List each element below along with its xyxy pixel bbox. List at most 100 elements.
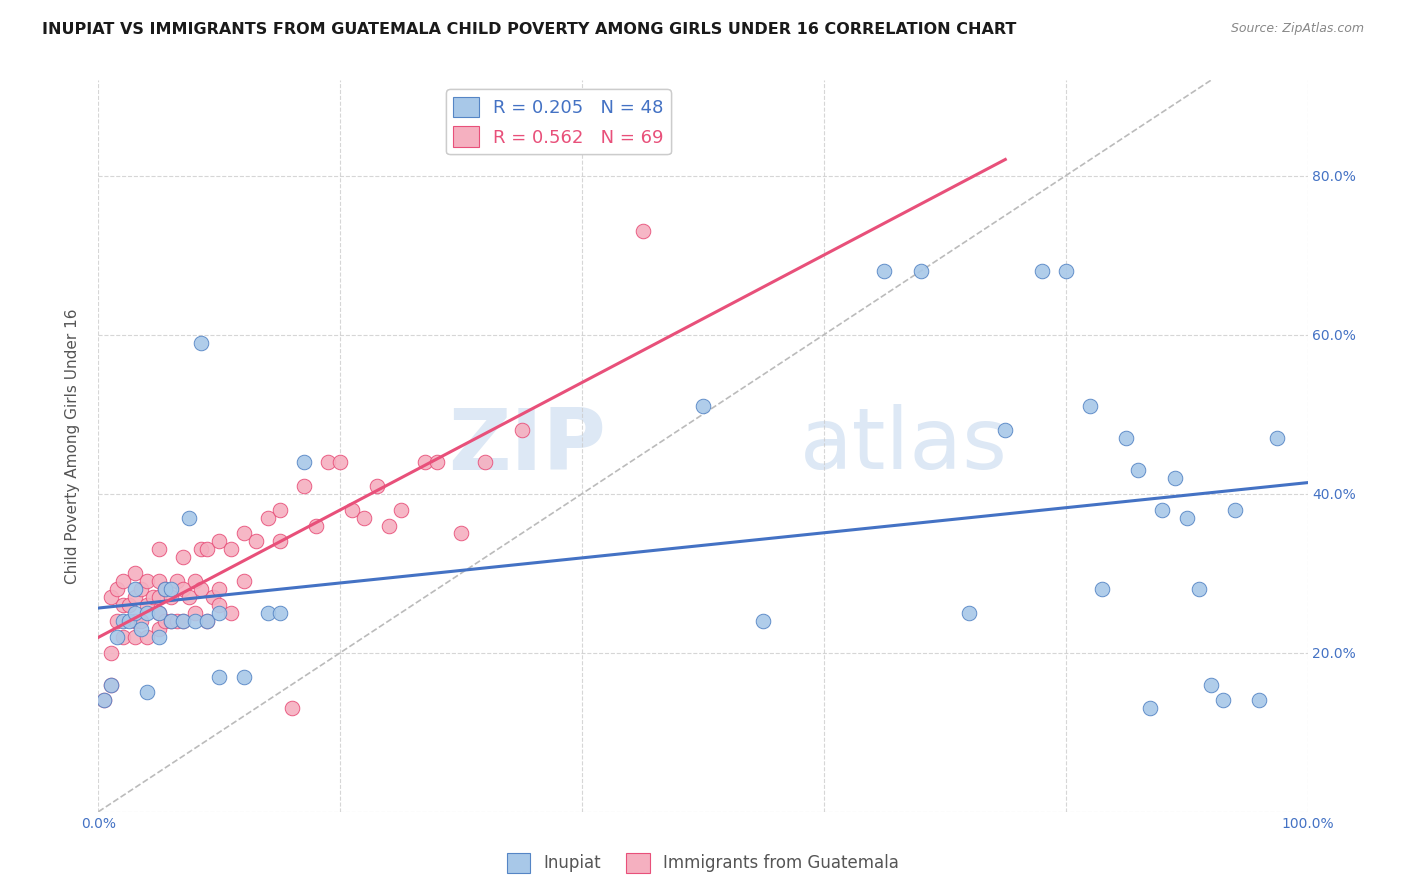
Point <box>148 606 170 620</box>
Point <box>208 606 231 620</box>
Point <box>124 606 146 620</box>
Point <box>129 614 152 628</box>
Point <box>135 685 157 699</box>
Point <box>366 479 388 493</box>
Point <box>190 542 212 557</box>
Point <box>190 582 212 596</box>
Point <box>184 574 207 589</box>
Point <box>873 264 896 278</box>
Point <box>160 582 183 596</box>
Point <box>148 630 170 644</box>
Point <box>1128 463 1150 477</box>
Point <box>1139 701 1161 715</box>
Point <box>1163 471 1185 485</box>
Point <box>160 590 183 604</box>
Point <box>93 693 115 707</box>
Point <box>292 479 315 493</box>
Point <box>510 423 533 437</box>
Point <box>994 423 1017 437</box>
Point <box>256 510 278 524</box>
Point <box>179 590 201 604</box>
Point <box>153 582 176 596</box>
Point <box>752 614 775 628</box>
Legend: Inupiat, Immigrants from Guatemala: Inupiat, Immigrants from Guatemala <box>501 847 905 880</box>
Point <box>245 534 267 549</box>
Point <box>124 582 146 596</box>
Point <box>256 606 278 620</box>
Point <box>172 550 194 565</box>
Point <box>208 534 231 549</box>
Text: INUPIAT VS IMMIGRANTS FROM GUATEMALA CHILD POVERTY AMONG GIRLS UNDER 16 CORRELAT: INUPIAT VS IMMIGRANTS FROM GUATEMALA CHI… <box>42 22 1017 37</box>
Point <box>129 622 152 636</box>
Point <box>135 630 157 644</box>
Point <box>166 614 188 628</box>
Point <box>232 574 254 589</box>
Point <box>153 582 176 596</box>
Point <box>135 606 157 620</box>
Point <box>195 542 218 557</box>
Point <box>692 399 714 413</box>
Point <box>426 455 449 469</box>
Point <box>377 518 399 533</box>
Point <box>269 502 291 516</box>
Point <box>118 598 141 612</box>
Point <box>105 582 128 596</box>
Point <box>184 614 207 628</box>
Point <box>1091 582 1114 596</box>
Point <box>135 598 157 612</box>
Point <box>129 582 152 596</box>
Point <box>111 630 134 644</box>
Point <box>316 455 339 469</box>
Point <box>221 542 243 557</box>
Point <box>142 590 165 604</box>
Point <box>1212 693 1234 707</box>
Point <box>124 590 146 604</box>
Point <box>100 677 122 691</box>
Point <box>208 669 231 683</box>
Point <box>100 677 122 691</box>
Text: Source: ZipAtlas.com: Source: ZipAtlas.com <box>1230 22 1364 36</box>
Point <box>124 566 146 581</box>
Text: atlas: atlas <box>800 404 1008 488</box>
Point <box>910 264 932 278</box>
Point <box>100 646 122 660</box>
Point <box>342 502 364 516</box>
Point <box>1267 431 1289 445</box>
Point <box>232 669 254 683</box>
Point <box>353 510 375 524</box>
Point <box>957 606 980 620</box>
Point <box>631 224 654 238</box>
Point <box>160 614 183 628</box>
Point <box>1175 510 1198 524</box>
Point <box>124 630 146 644</box>
Point <box>118 614 141 628</box>
Point <box>1152 502 1174 516</box>
Point <box>148 606 170 620</box>
Point <box>148 590 170 604</box>
Point <box>269 606 291 620</box>
Point <box>305 518 328 533</box>
Point <box>208 582 231 596</box>
Point <box>292 455 315 469</box>
Point <box>111 574 134 589</box>
Point <box>1054 264 1077 278</box>
Point <box>179 510 201 524</box>
Legend: R = 0.205   N = 48, R = 0.562   N = 69: R = 0.205 N = 48, R = 0.562 N = 69 <box>446 89 671 154</box>
Text: ZIP: ZIP <box>449 404 606 488</box>
Point <box>100 590 122 604</box>
Point <box>389 502 412 516</box>
Point <box>124 614 146 628</box>
Point <box>208 598 231 612</box>
Y-axis label: Child Poverty Among Girls Under 16: Child Poverty Among Girls Under 16 <box>65 309 80 583</box>
Point <box>1031 264 1053 278</box>
Point <box>413 455 436 469</box>
Point <box>111 598 134 612</box>
Point <box>166 574 188 589</box>
Point <box>1188 582 1211 596</box>
Point <box>105 630 128 644</box>
Point <box>148 622 170 636</box>
Point <box>135 574 157 589</box>
Point <box>105 614 128 628</box>
Point <box>1249 693 1271 707</box>
Point <box>1199 677 1222 691</box>
